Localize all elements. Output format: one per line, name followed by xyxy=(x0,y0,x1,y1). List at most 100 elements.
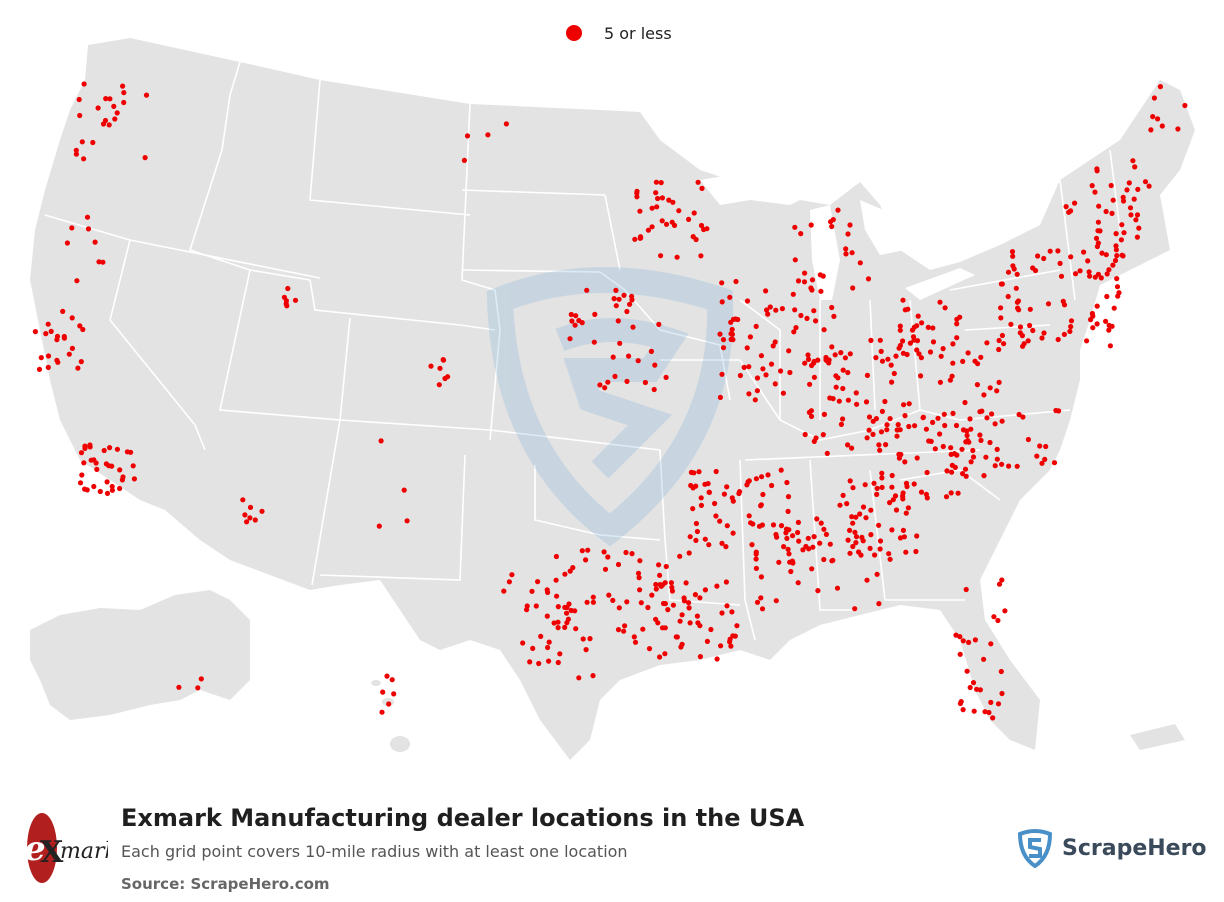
location-dot xyxy=(783,530,789,536)
location-dot xyxy=(1092,274,1098,280)
location-dot xyxy=(653,190,659,196)
location-dot xyxy=(107,445,113,451)
location-dot xyxy=(635,570,642,576)
location-dot xyxy=(440,357,447,363)
location-dot xyxy=(840,492,846,498)
location-dot xyxy=(746,513,752,519)
location-dot xyxy=(950,410,956,416)
location-dot xyxy=(719,371,725,377)
location-dot xyxy=(924,469,930,476)
location-dot xyxy=(1089,183,1095,189)
location-dot xyxy=(79,472,85,478)
location-dot xyxy=(864,435,870,441)
location-dot xyxy=(401,487,407,493)
location-dot xyxy=(996,379,1002,385)
location-dot xyxy=(838,421,845,427)
location-dot xyxy=(868,337,874,343)
location-dot xyxy=(753,556,759,562)
location-dot xyxy=(597,382,603,388)
location-dot xyxy=(677,553,683,559)
location-dot xyxy=(627,301,633,307)
location-dot xyxy=(864,577,870,583)
location-dot xyxy=(962,399,968,406)
location-dot xyxy=(893,353,899,359)
location-dot xyxy=(658,180,664,186)
location-dot xyxy=(767,304,773,310)
location-dot xyxy=(877,337,883,343)
location-dot xyxy=(979,408,985,414)
location-dot xyxy=(813,435,819,441)
location-dot xyxy=(866,414,873,420)
location-dot xyxy=(963,473,969,479)
location-dot xyxy=(697,595,703,601)
watermark-shield xyxy=(486,267,734,547)
location-dot xyxy=(693,537,699,544)
location-dot xyxy=(729,609,735,615)
location-dot xyxy=(853,534,860,540)
location-dot xyxy=(544,613,550,619)
location-dot xyxy=(719,299,725,305)
location-dot xyxy=(95,105,101,111)
location-dot xyxy=(724,484,730,490)
location-dot xyxy=(727,636,733,642)
location-dot xyxy=(897,535,904,541)
location-dot xyxy=(964,432,970,439)
location-dot xyxy=(107,96,113,102)
location-dot xyxy=(380,689,386,695)
location-dot xyxy=(999,577,1005,583)
location-dot xyxy=(758,574,765,580)
location-dot xyxy=(733,278,739,285)
location-dot xyxy=(720,337,727,343)
location-dot xyxy=(66,351,72,357)
location-dot xyxy=(972,637,979,643)
location-dot xyxy=(874,571,880,577)
location-dot xyxy=(1134,234,1140,240)
location-dot xyxy=(569,318,575,324)
location-dot xyxy=(809,277,816,283)
location-dot xyxy=(545,644,551,651)
location-dot xyxy=(870,431,876,437)
location-dot xyxy=(930,419,936,425)
location-dot xyxy=(850,520,856,526)
location-dot xyxy=(376,523,382,529)
location-dot xyxy=(940,346,946,352)
location-dot xyxy=(983,454,989,460)
location-dot xyxy=(698,222,705,229)
location-dot xyxy=(464,133,471,139)
location-dot xyxy=(242,512,248,518)
location-dot xyxy=(1014,463,1020,469)
location-dot xyxy=(1001,341,1007,347)
location-dot xyxy=(808,413,815,419)
location-dot xyxy=(45,364,51,370)
location-dot xyxy=(787,369,793,376)
location-dot xyxy=(833,384,839,390)
location-dot xyxy=(871,480,877,486)
location-dot xyxy=(1118,237,1124,243)
location-dot xyxy=(942,305,948,311)
location-dot xyxy=(1128,212,1134,218)
location-dot xyxy=(573,626,579,632)
location-dot xyxy=(842,355,849,361)
location-dot xyxy=(77,323,83,329)
location-dot xyxy=(746,391,752,397)
location-dot xyxy=(992,463,998,469)
location-dot xyxy=(988,641,994,647)
exmark-logo: e X mark xyxy=(24,813,108,883)
location-dot xyxy=(948,451,954,457)
map-source: Source: ScrapeHero.com xyxy=(121,875,330,893)
location-dot xyxy=(85,226,92,232)
location-dot xyxy=(655,195,661,202)
location-dot xyxy=(646,646,653,652)
location-dot xyxy=(827,395,833,401)
location-dot xyxy=(780,390,787,396)
location-dot xyxy=(960,427,967,433)
location-dot xyxy=(590,599,597,605)
location-dot xyxy=(501,588,507,594)
location-dot xyxy=(763,372,769,378)
location-dot xyxy=(849,514,855,520)
location-dot xyxy=(120,83,126,89)
location-dot xyxy=(662,651,668,657)
location-dot xyxy=(80,326,86,333)
location-dot xyxy=(999,690,1005,697)
location-dot xyxy=(863,399,870,405)
